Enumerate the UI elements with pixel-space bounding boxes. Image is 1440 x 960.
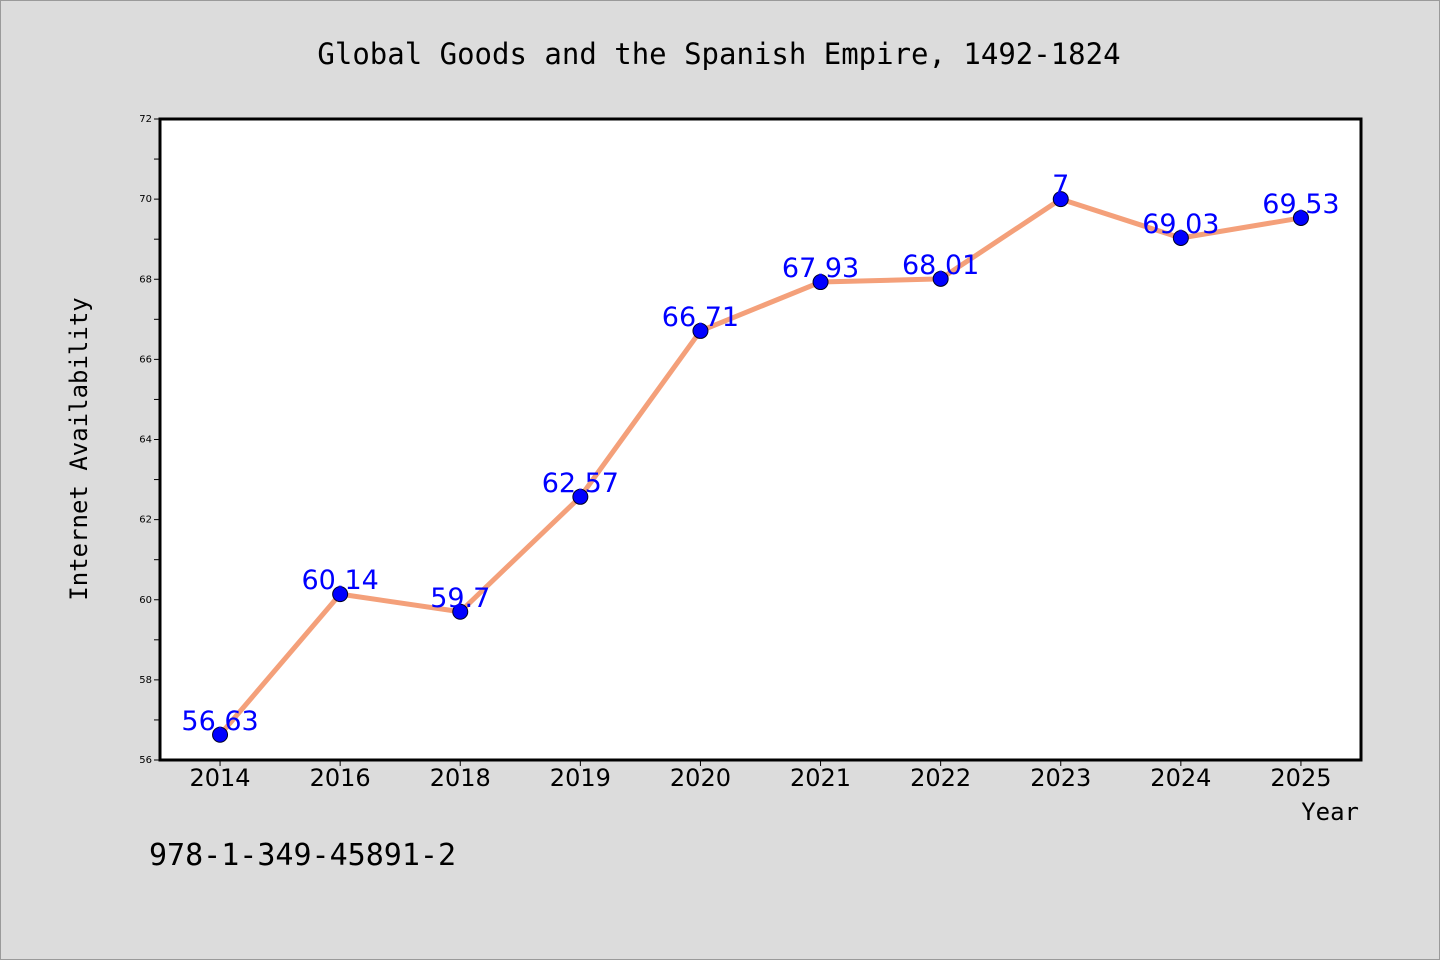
y-tick-label: 60 (139, 595, 152, 606)
footer-isbn: 978-1-349-45891-2 (149, 838, 456, 873)
x-tick-label: 2022 (910, 764, 971, 792)
data-point (1052, 191, 1069, 208)
data-label: 60.14 (302, 565, 379, 596)
chart-title: Global Goods and the Spanish Empire, 149… (317, 37, 1120, 71)
y-tick-label: 56 (139, 755, 152, 766)
x-tick-label: 2019 (550, 764, 611, 792)
x-tick-label: 2023 (1030, 764, 1091, 792)
y-tick-label: 58 (139, 675, 152, 686)
data-point (812, 274, 829, 291)
y-axis-label: Internet Availability (65, 297, 93, 600)
x-tick-label: 2016 (310, 764, 371, 792)
data-label: 67.93 (782, 253, 859, 284)
y-tick-label: 66 (139, 354, 152, 365)
data-label: 69.03 (1142, 209, 1219, 240)
data-point (1172, 229, 1189, 246)
data-label: 7 (1052, 170, 1069, 201)
x-axis: 2014 2016 2018 2019 2020 2021 2022 2023 2024 2025 (190, 760, 1331, 792)
x-tick-label: 2020 (670, 764, 731, 792)
data-point (932, 270, 949, 287)
y-tick-label: 70 (139, 194, 152, 205)
x-tick-label: 2025 (1270, 764, 1331, 792)
data-label: 69.53 (1262, 189, 1339, 220)
x-tick-label: 2024 (1150, 764, 1211, 792)
data-point (212, 726, 229, 743)
data-point (572, 488, 589, 505)
data-point (692, 322, 709, 339)
x-tick-label: 2014 (190, 764, 251, 792)
x-tick-label: 2021 (790, 764, 851, 792)
y-tick-label: 62 (139, 515, 152, 526)
plot-area (158, 117, 1363, 762)
y-tick-label: 72 (139, 114, 152, 125)
data-point (1292, 209, 1309, 226)
data-point (452, 603, 469, 620)
data-point (332, 586, 349, 603)
data-label: 62.57 (542, 468, 619, 499)
data-label: 66.71 (662, 302, 739, 333)
data-label: 68.01 (902, 250, 979, 281)
series-layer: 56.63 60.14 59.7 62.57 66.71 67.93 68.01 7 69.03… (181, 170, 1340, 743)
x-tick-label: 2018 (430, 764, 491, 792)
y-axis: 56 58 60 62 64 66 68 70 72 (139, 114, 160, 766)
series-line (217, 196, 1304, 738)
data-label: 59.7 (430, 583, 490, 614)
y-tick-label: 64 (139, 435, 152, 446)
y-tick-label: 68 (139, 274, 152, 285)
x-axis-label: Year (1301, 798, 1359, 826)
data-label: 56.63 (181, 706, 258, 737)
